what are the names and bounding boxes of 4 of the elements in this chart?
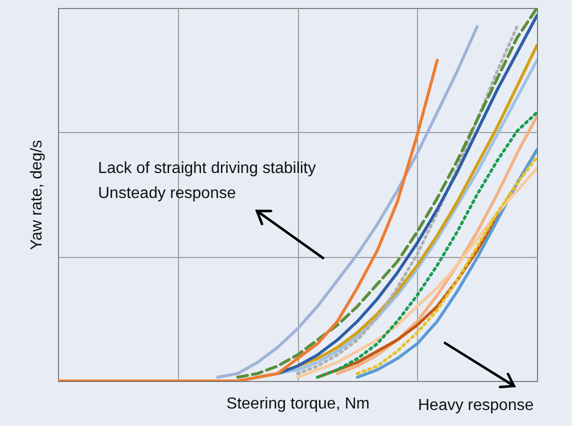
annotation: Lack of straight driving stability Unsteady response <box>98 160 316 202</box>
y-axis-title: Yaw rate, deg/s <box>28 140 46 250</box>
text: Heavy response <box>418 397 534 414</box>
x-axis-title: Steering torque, Nm <box>226 396 370 412</box>
